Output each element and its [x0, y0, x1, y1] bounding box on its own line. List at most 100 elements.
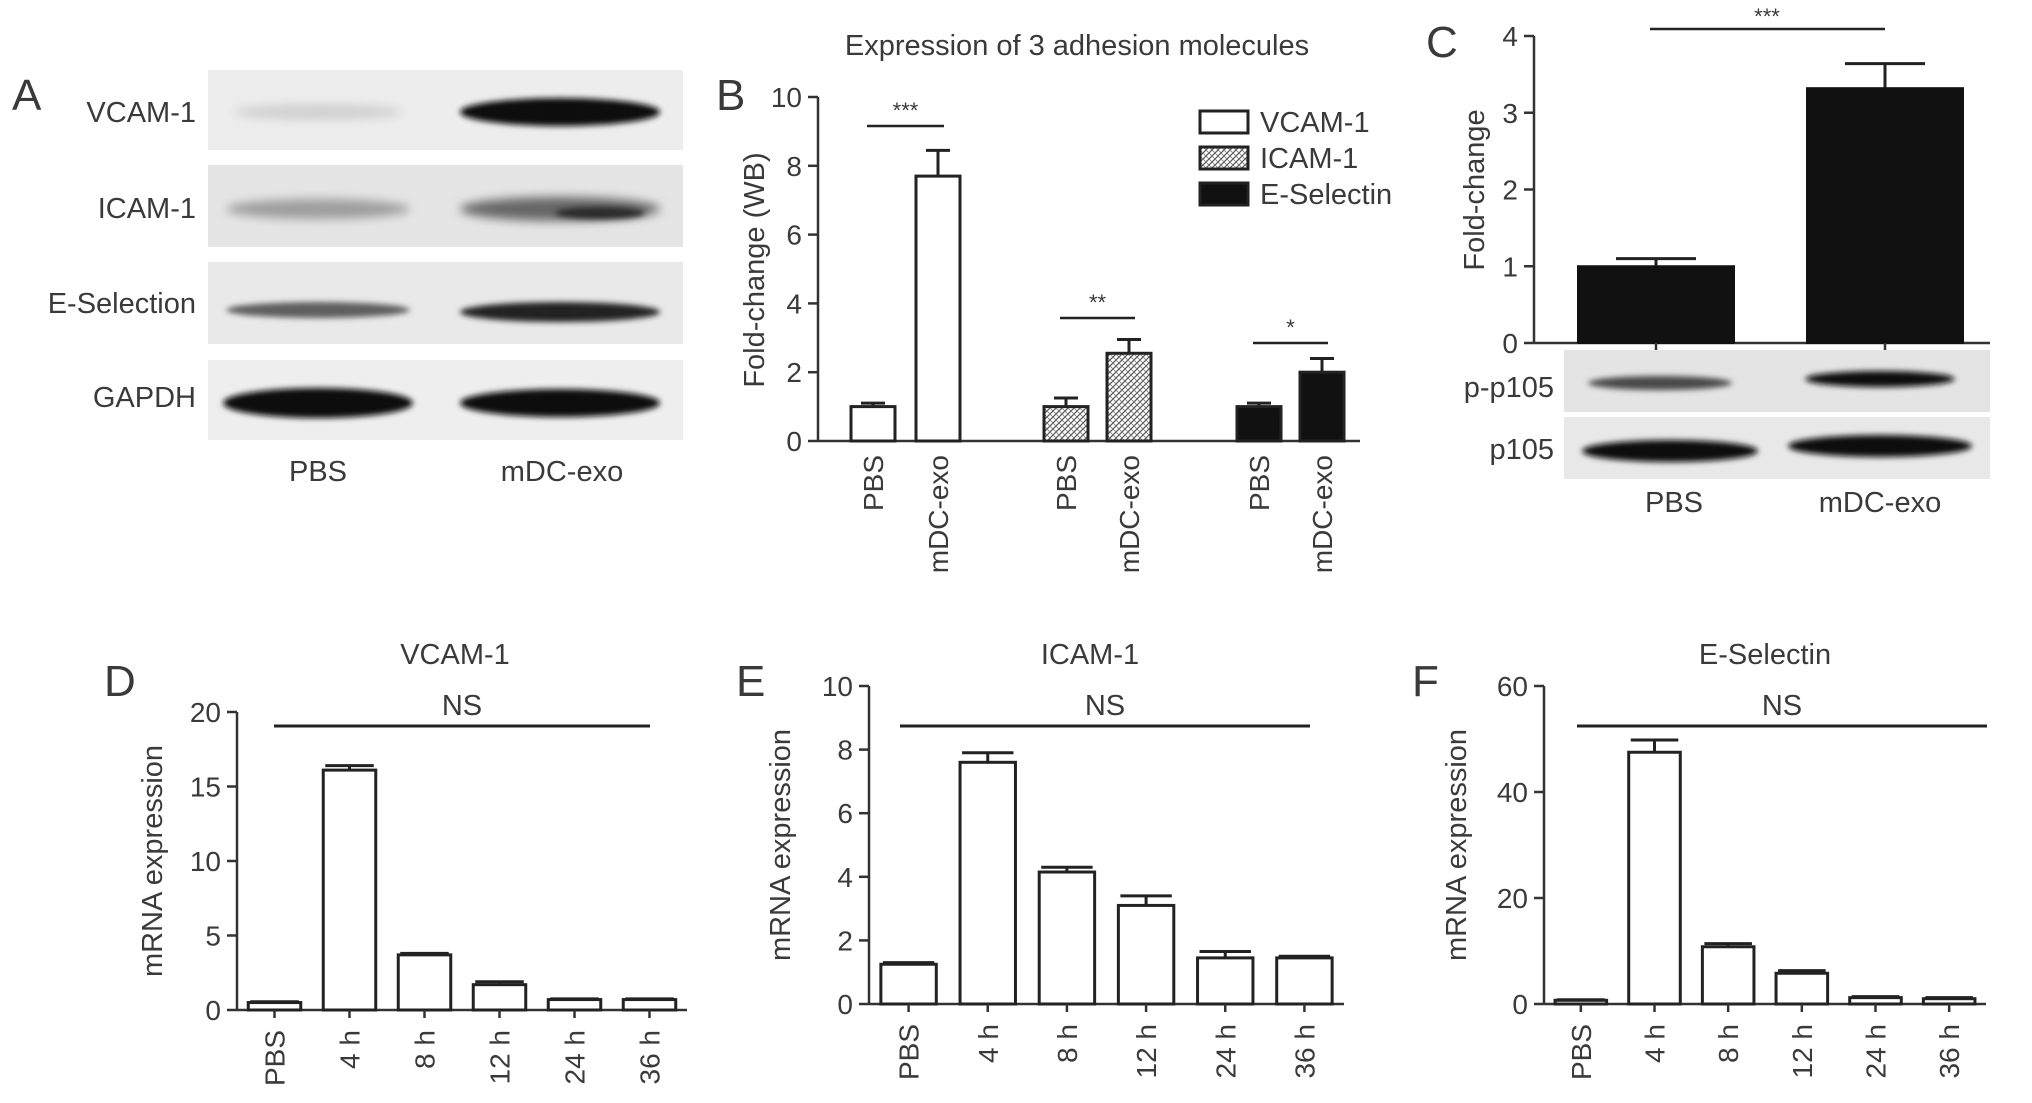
bar — [849, 405, 897, 443]
blot-a-lane-label: PBS — [289, 456, 347, 488]
y-axis-label: mRNA expression — [1441, 729, 1473, 961]
bar — [1553, 998, 1609, 1006]
x-tick-label: 8 h — [1052, 1024, 1083, 1063]
panel-letter-a: A — [12, 71, 42, 120]
x-tick-label: 4 h — [973, 1024, 1004, 1063]
x-tick-label: 36 h — [635, 1030, 666, 1085]
significance-label: ** — [1089, 290, 1107, 315]
bar — [471, 983, 528, 1012]
y-tick-label: 4 — [837, 862, 853, 893]
x-tick-label: PBS — [260, 1030, 291, 1086]
blot-c-lane-label: mDC-exo — [1819, 487, 1941, 519]
y-tick-label: 2 — [837, 925, 853, 956]
bar — [1116, 903, 1176, 1006]
bar — [958, 760, 1017, 1006]
band-gapdh-mdcexo — [460, 389, 660, 417]
bar — [1700, 945, 1756, 1006]
significance-label: *** — [893, 98, 919, 123]
x-tick-label: 36 h — [1289, 1024, 1320, 1079]
bar — [546, 998, 603, 1012]
bar — [1105, 351, 1153, 443]
band-eselection-mdcexo — [460, 302, 660, 322]
bar — [1196, 956, 1255, 1006]
x-tick-label: 24 h — [1210, 1024, 1241, 1079]
y-tick-label: 20 — [1497, 883, 1528, 914]
band-icam1-pbs — [226, 199, 410, 219]
panel-d-chart: 0 5 10 15 20 VCAM-1 mRNA expression PBS 4 h 8 h 12… — [137, 639, 687, 1086]
bar — [396, 953, 453, 1012]
bar — [1806, 87, 1964, 344]
y-tick-label: 0 — [1502, 328, 1518, 359]
x-tick-label: PBS — [894, 1024, 925, 1080]
x-tick-label: PBS — [1566, 1024, 1597, 1080]
y-tick-label: 10 — [771, 82, 802, 113]
y-tick-label: 1 — [1502, 251, 1518, 282]
legend-swatch — [1198, 109, 1250, 135]
y-tick-label: 0 — [837, 989, 853, 1020]
x-tick-label: 12 h — [1131, 1024, 1162, 1079]
panel-letter-b: B — [716, 71, 745, 120]
y-tick-label: 4 — [786, 288, 802, 319]
bar — [321, 768, 378, 1012]
panel-c-chart: 0 1 2 3 4 Fold-change *** — [1459, 4, 1990, 359]
x-tick-label: 4 h — [335, 1030, 366, 1069]
bar — [621, 998, 678, 1012]
significance-label: *** — [1754, 4, 1780, 29]
band-eselection-pbs — [226, 302, 410, 318]
y-tick-label: 6 — [837, 798, 853, 829]
bar — [1037, 870, 1097, 1006]
panel-letter-d: D — [104, 657, 136, 706]
band-p105-pbs — [1582, 440, 1758, 462]
significance-label: NS — [1762, 690, 1802, 722]
x-tick-label: mDC-exo — [1307, 455, 1338, 573]
significance-label: NS — [442, 690, 482, 722]
x-tick-label: 36 h — [1934, 1024, 1965, 1079]
panel-a-western-blot: A VCAM-1 ICAM-1 E-Selection GAPDH PBS mD… — [12, 70, 683, 488]
chart-title: E-Selectin — [1699, 639, 1831, 671]
bar — [1848, 996, 1903, 1006]
x-tick-label: 4 h — [1640, 1024, 1671, 1063]
bar — [1774, 971, 1830, 1006]
y-axis-label: mRNA expression — [137, 745, 169, 977]
blot-a-row-label: VCAM-1 — [86, 97, 196, 129]
panel-e-chart: 0 2 4 6 8 10 ICAM-1 mRNA expression PBS 4 h 8 h 12 … — [765, 639, 1344, 1080]
x-tick-label: PBS — [1244, 455, 1275, 511]
band-p-p105-mdcexo — [1805, 371, 1955, 387]
x-tick-label: mDC-exo — [1114, 455, 1145, 573]
chart-title: Expression of 3 adhesion molecules — [845, 30, 1309, 62]
y-axis-label: mRNA expression — [765, 729, 797, 961]
blot-a-lane-label: mDC-exo — [501, 456, 623, 488]
blot-a-row-label: ICAM-1 — [98, 193, 196, 225]
x-tick-label: PBS — [1051, 455, 1082, 511]
y-tick-label: 0 — [786, 426, 802, 457]
panel-b-chart: 0 2 4 6 8 10 Expression of 3 adhesion molecule… — [739, 30, 1392, 573]
band-vcam1-mdcexo — [460, 98, 660, 126]
legend-label: E-Selectin — [1260, 179, 1392, 211]
legend-label: VCAM-1 — [1260, 107, 1370, 139]
panel-letter-c: C — [1426, 18, 1458, 67]
panel-c-western-blot: p-p105 p105 PBS mDC-exo — [1464, 350, 1990, 519]
x-tick-label: 24 h — [1861, 1024, 1892, 1079]
x-tick-label: 12 h — [485, 1030, 516, 1085]
band-p-p105-pbs — [1588, 376, 1732, 390]
blot-c-lane-label: PBS — [1645, 487, 1703, 519]
band-gapdh-pbs — [223, 388, 413, 418]
x-tick-label: 8 h — [1713, 1024, 1744, 1063]
bar — [914, 174, 962, 443]
legend-swatch — [1198, 181, 1250, 207]
x-tick-label: 8 h — [410, 1030, 441, 1069]
y-tick-label: 5 — [205, 921, 221, 952]
significance-label: * — [1286, 315, 1295, 340]
y-tick-label: 40 — [1497, 777, 1528, 808]
y-tick-label: 15 — [190, 772, 221, 803]
bar — [1921, 997, 1977, 1006]
y-tick-label: 10 — [190, 846, 221, 877]
panel-letter-f: F — [1412, 657, 1439, 706]
blot-c-row-label: p105 — [1489, 434, 1554, 466]
blot-c-row-label: p-p105 — [1464, 372, 1554, 404]
bar — [1042, 405, 1090, 443]
chart-title: ICAM-1 — [1041, 639, 1139, 671]
band-icam1-mdcexo-core — [555, 207, 645, 219]
significance-label: NS — [1085, 690, 1125, 722]
